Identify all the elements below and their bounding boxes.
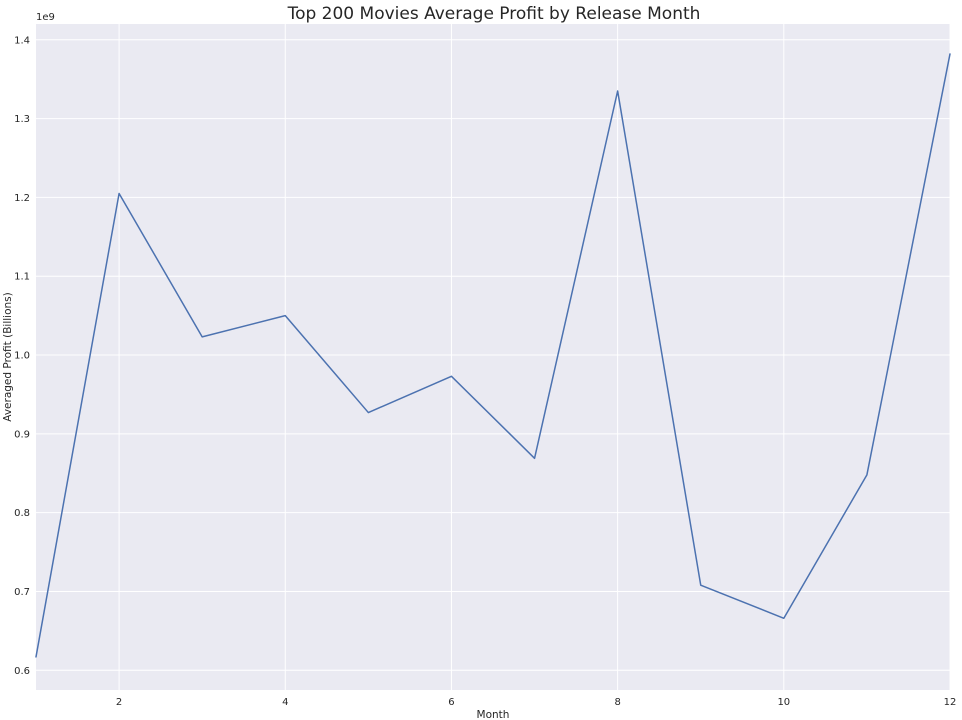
y-tick-label: 1.3 (14, 114, 30, 125)
chart-title: Top 200 Movies Average Profit by Release… (287, 4, 701, 24)
y-tick-label: 0.6 (14, 666, 30, 677)
x-tick-label: 8 (614, 697, 620, 708)
series-layer (35, 53, 951, 658)
plot-area (36, 24, 950, 690)
y-tick-label: 1.4 (14, 35, 30, 46)
x-axis-label: Month (477, 709, 510, 720)
x-tick-label: 4 (282, 697, 288, 708)
series-line (35, 53, 951, 658)
y-axis-offset-label: 1e9 (36, 12, 55, 23)
grid (36, 24, 951, 690)
y-tick-label: 0.8 (14, 508, 30, 519)
y-tick-label: 1.0 (14, 351, 30, 362)
x-tick-label: 6 (448, 697, 454, 708)
y-tick-label: 0.9 (14, 429, 30, 440)
y-axis-ticks: 0.6 0.7 0.8 0.9 1.0 1.1 1.2 1.3 1.4 (14, 35, 30, 677)
x-tick-label: 10 (777, 697, 790, 708)
x-tick-label: 12 (944, 697, 957, 708)
x-tick-label: 2 (116, 697, 122, 708)
x-axis-ticks: 2 4 6 8 10 12 (116, 697, 956, 708)
y-tick-label: 0.7 (14, 587, 30, 598)
y-tick-label: 1.1 (14, 272, 30, 283)
y-axis-label: Averaged Profit (Billions) (2, 292, 14, 421)
y-tick-label: 1.2 (14, 193, 30, 204)
